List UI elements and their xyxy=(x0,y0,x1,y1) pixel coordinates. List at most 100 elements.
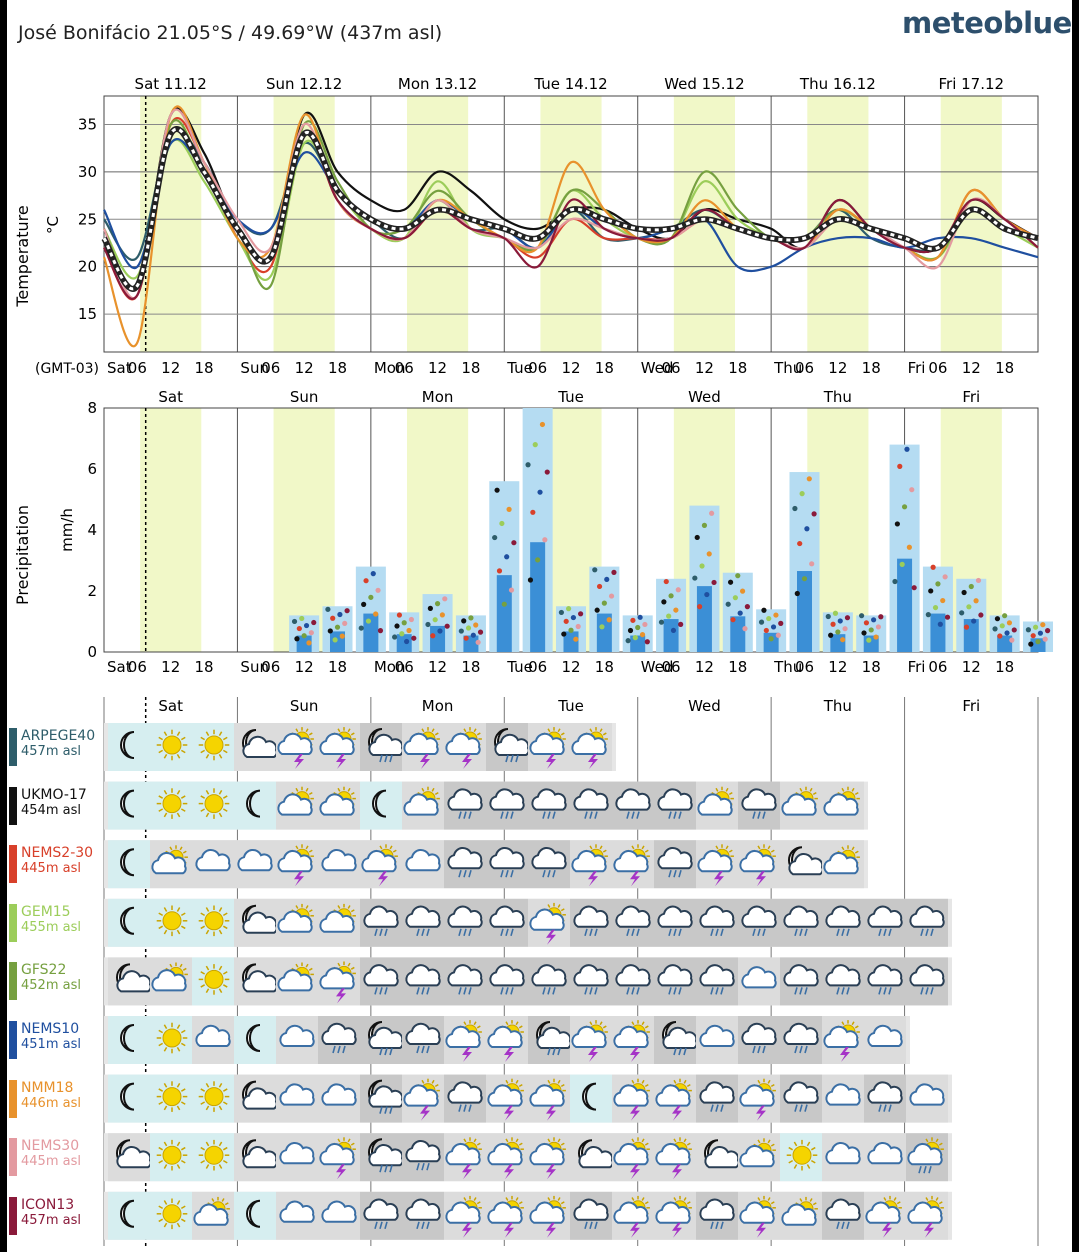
rain-drop-icon xyxy=(458,811,462,819)
precipitation-model-dot xyxy=(625,638,631,644)
sun-ray xyxy=(308,909,313,913)
rain-drop-icon xyxy=(389,1164,393,1173)
cloud-icon xyxy=(571,1025,607,1048)
weather-symbol xyxy=(571,1020,608,1062)
day-tick-label: Sat xyxy=(107,359,132,377)
sun-ray xyxy=(644,1025,649,1029)
rain-drop-icon xyxy=(374,928,378,937)
sun-ray xyxy=(222,808,228,812)
precipitation-model-dot xyxy=(368,594,374,600)
cloud-icon xyxy=(489,905,525,928)
rain-drop-icon xyxy=(930,928,934,937)
precipitation-model-dot xyxy=(465,625,472,631)
day-tick-label: Sun xyxy=(240,359,269,377)
precipitation-model-dot xyxy=(832,610,839,616)
sun-ray xyxy=(176,1222,181,1228)
weather-symbol xyxy=(487,1078,524,1121)
rain-drop-icon xyxy=(458,928,462,937)
sun-ray xyxy=(476,1142,481,1146)
lightning-icon xyxy=(420,1105,430,1121)
weather-symbol xyxy=(909,1083,945,1106)
sun-ray xyxy=(305,728,309,733)
hour-tick-label: 18 xyxy=(461,359,480,377)
meteoblue-logo[interactable]: meteoblue xyxy=(902,6,1072,40)
rain-drop-icon xyxy=(757,928,761,937)
precipitation-model-dot xyxy=(639,632,646,638)
precipitation-bar-inner xyxy=(396,634,412,652)
precipitation-bar-inner xyxy=(763,632,779,652)
sun-ray xyxy=(180,912,186,917)
cloud-icon xyxy=(741,966,777,989)
temperature-mean-line-dash xyxy=(102,127,1039,291)
sun-ray xyxy=(518,1084,523,1088)
precipitation-model-dot xyxy=(444,623,450,629)
weather-symbol xyxy=(699,1081,735,1112)
rain-drop-icon xyxy=(547,1047,551,1056)
weather-symbol xyxy=(120,848,135,877)
timezone-label: (GMT-03) xyxy=(35,361,99,377)
rain-drop-icon xyxy=(589,928,593,937)
cloud-icon xyxy=(907,1143,943,1166)
sun-ray xyxy=(557,904,561,908)
cloud-icon xyxy=(405,1198,441,1221)
precipitation-model-dot xyxy=(766,615,772,622)
rain-drop-icon xyxy=(468,1104,472,1112)
model-label: ICON13 457m asl xyxy=(21,1197,81,1229)
moon-icon xyxy=(120,1199,135,1228)
sun-ray xyxy=(221,1198,225,1202)
day-header-label: Sun xyxy=(290,388,319,406)
forecast-cell xyxy=(234,1016,276,1064)
cloud-icon xyxy=(445,1201,481,1224)
sun-ray xyxy=(631,1021,635,1026)
sun-ray xyxy=(176,929,181,935)
precipitation-model-dot xyxy=(911,585,917,591)
precipitation-model-dot xyxy=(792,505,798,512)
rain-drop-icon xyxy=(715,987,719,995)
precipitation-model-dot xyxy=(301,633,307,639)
precipitation-model-dot xyxy=(408,616,415,623)
cloud-icon xyxy=(487,1084,523,1107)
rain-drop-icon xyxy=(636,811,640,819)
sun-ray xyxy=(809,787,813,792)
sun-ray xyxy=(200,971,206,975)
lightning-icon xyxy=(462,754,472,769)
precipitation-model-dot xyxy=(1030,633,1036,639)
lightning-icon xyxy=(672,1164,682,1180)
rain-drop-icon xyxy=(678,987,682,995)
sun-ray xyxy=(589,845,593,850)
rain-drop-icon xyxy=(505,987,509,995)
weather-symbol xyxy=(156,1139,188,1171)
sun-ray xyxy=(434,792,439,796)
sun-ray xyxy=(473,728,477,733)
weather-symbol xyxy=(368,1021,404,1056)
rain-drop-icon xyxy=(458,987,462,995)
weather-symbol xyxy=(198,964,230,995)
sun-ray xyxy=(218,965,223,971)
precipitation-bar-inner xyxy=(496,575,512,652)
weather-symbol xyxy=(321,1083,357,1106)
cloud-icon xyxy=(529,908,565,931)
sun-ray xyxy=(295,905,299,909)
forecast-cell xyxy=(108,1191,150,1240)
precipitation-model-dot xyxy=(940,597,946,604)
precipitation-model-dot xyxy=(432,617,438,623)
rain-drop-icon xyxy=(416,987,420,995)
precipitation-model-dot xyxy=(704,591,710,598)
precipitation-model-dot xyxy=(830,621,836,627)
precipitation-model-dot xyxy=(611,569,617,575)
lightning-icon xyxy=(546,1222,556,1238)
sun-ray xyxy=(205,812,210,818)
precipitation-model-dot xyxy=(763,627,769,634)
precipitation-model-dot xyxy=(508,587,515,593)
hour-tick-label: 06 xyxy=(928,658,947,676)
rain-drop-icon xyxy=(846,987,850,995)
sun-ray xyxy=(176,812,181,818)
precipitation-model-dot xyxy=(973,598,979,604)
hour-tick-label: 18 xyxy=(328,359,347,377)
weather-symbol xyxy=(489,788,525,819)
precipitation-model-dot xyxy=(358,625,364,631)
precipitation-model-dot xyxy=(396,612,403,618)
cloud-icon xyxy=(279,1024,315,1047)
rain-drop-icon xyxy=(888,1104,892,1112)
model-color-swatch xyxy=(9,1196,17,1235)
